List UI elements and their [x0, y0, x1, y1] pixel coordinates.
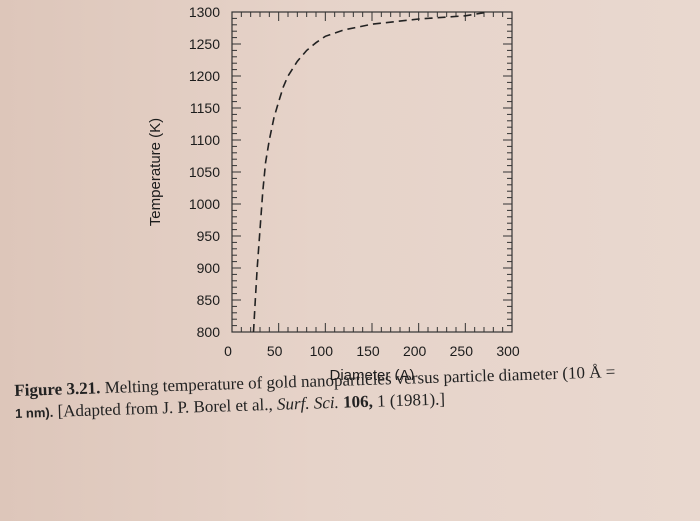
caption-unit: 1 nm). — [14, 404, 54, 421]
y-tick-label: 1250 — [189, 36, 220, 52]
y-tick-label: 1200 — [189, 68, 220, 84]
caption-volume: 106, — [342, 391, 374, 412]
x-tick-label: 150 — [356, 343, 380, 359]
y-tick-label: 950 — [197, 228, 221, 244]
x-tick-label: 250 — [450, 343, 474, 359]
caption-citation: [Adapted from J. P. Borel et al., — [57, 394, 274, 421]
y-axis-label: Temperature (K) — [147, 118, 164, 226]
y-tick-label: 1300 — [189, 4, 220, 20]
y-tick-label: 1000 — [189, 196, 220, 212]
y-tick-label: 1050 — [189, 164, 220, 180]
plot-frame — [231, 11, 513, 333]
y-tick-label: 800 — [197, 324, 221, 340]
series-line-0 — [252, 11, 489, 333]
x-tick-label: 300 — [496, 343, 520, 359]
y-tick-label: 1100 — [190, 132, 220, 148]
caption-pages: 1 (1981).] — [376, 389, 446, 411]
y-tick-label: 850 — [197, 292, 221, 308]
melting-temperature-chart: 8008509009501000105011001150120012501300… — [147, 4, 520, 380]
y-tick-label: 1150 — [190, 100, 220, 116]
caption-journal: Surf. Sci. — [276, 392, 340, 414]
y-tick-label: 900 — [197, 260, 221, 276]
x-tick-label: 100 — [310, 343, 334, 359]
x-tick-label: 200 — [403, 343, 427, 359]
caption-figure-label: Figure 3.21. — [14, 378, 101, 400]
x-tick-label: 50 — [267, 343, 283, 359]
x-axis-label: Diameter (A) — [329, 367, 414, 380]
x-tick-label: 0 — [224, 343, 232, 359]
